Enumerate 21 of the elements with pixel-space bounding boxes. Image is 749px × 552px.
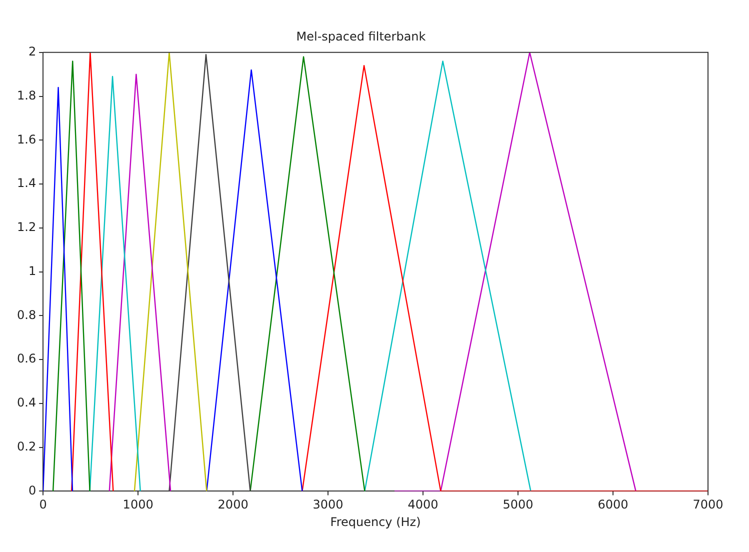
y-tick-label: 1.8 — [16, 88, 36, 102]
y-tick-label: 1 — [28, 264, 36, 278]
x-tick-label: 1000 — [122, 498, 154, 512]
x-tick-label: 2000 — [218, 498, 248, 512]
y-tick-label: 1.4 — [16, 176, 36, 190]
y-tick-label: 1.6 — [16, 132, 36, 146]
y-tick-label: 0.8 — [16, 308, 36, 322]
x-tick-label: 5000 — [502, 498, 534, 512]
x-tick-label: 6000 — [598, 498, 628, 512]
chart-title: Mel-spaced filterbank — [296, 29, 426, 44]
y-tick-label: 0 — [28, 483, 36, 498]
y-tick-label: 2 — [28, 44, 36, 59]
x-axis-title: Frequency (Hz) — [330, 514, 421, 529]
y-tick-label: 0.2 — [16, 439, 36, 454]
y-tick-label: 0.4 — [16, 396, 36, 410]
x-tick-label: 7000 — [692, 498, 724, 512]
y-tick-label: 0.6 — [16, 352, 36, 366]
x-tick-label: 0 — [39, 498, 47, 512]
x-tick-label: 4000 — [408, 498, 438, 512]
y-tick-label: 1.2 — [16, 220, 36, 234]
x-tick-label: 3000 — [312, 498, 344, 512]
